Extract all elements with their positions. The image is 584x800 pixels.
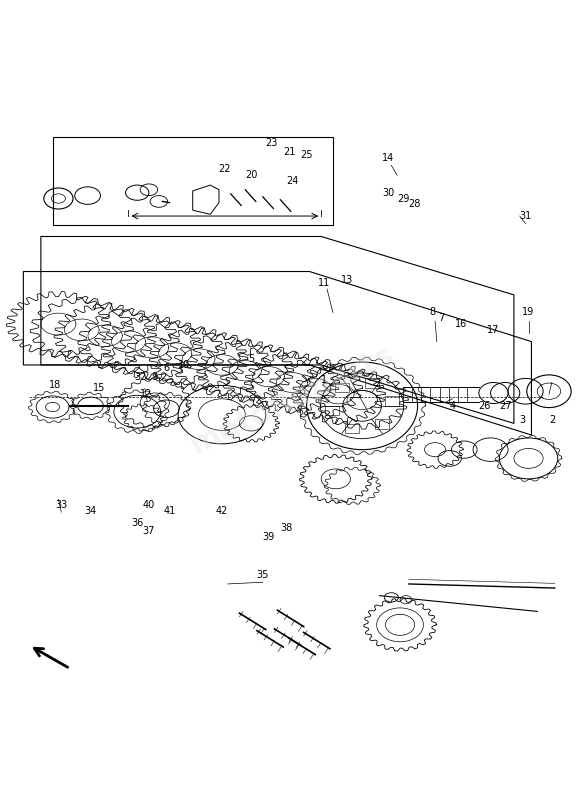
Text: 6: 6 [164,363,169,373]
Text: 17: 17 [487,325,500,335]
Text: 22: 22 [218,164,231,174]
Text: 15: 15 [93,383,106,394]
Text: 13: 13 [342,275,353,286]
Text: 34: 34 [85,506,96,516]
Text: 41: 41 [164,506,175,516]
Text: 32: 32 [134,372,147,382]
Text: 14: 14 [383,153,394,162]
Text: 24: 24 [286,176,298,186]
Text: 27: 27 [499,401,512,411]
Text: 8: 8 [429,307,435,318]
Text: 40: 40 [143,500,155,510]
Text: 11: 11 [318,278,330,288]
Text: 3: 3 [520,415,526,426]
Text: 26: 26 [478,401,491,411]
Text: 35: 35 [256,570,269,580]
Text: 29: 29 [397,194,409,203]
Text: 39: 39 [263,532,274,542]
Text: 5: 5 [248,354,254,364]
Text: 16: 16 [456,319,467,329]
Text: 30: 30 [383,188,394,198]
Text: 31: 31 [520,211,531,221]
Text: 19: 19 [523,307,534,318]
Text: 42: 42 [215,506,228,516]
Text: 37: 37 [142,526,155,537]
Text: 33: 33 [55,500,67,510]
Text: 10: 10 [178,360,190,370]
Text: 38: 38 [280,523,292,534]
Text: 23: 23 [265,138,278,148]
Text: 2: 2 [549,415,555,426]
Text: 28: 28 [408,199,421,210]
Text: 20: 20 [245,170,258,180]
Text: motoReparts: motoReparts [185,340,399,460]
Text: 4: 4 [450,401,456,411]
Text: 21: 21 [283,146,296,157]
Text: 1: 1 [321,374,327,385]
Text: 36: 36 [131,518,143,528]
Text: 25: 25 [300,150,313,160]
Text: 9: 9 [152,372,158,382]
Text: 18: 18 [50,381,61,390]
Text: 12: 12 [140,389,152,399]
Text: 7: 7 [438,314,444,323]
